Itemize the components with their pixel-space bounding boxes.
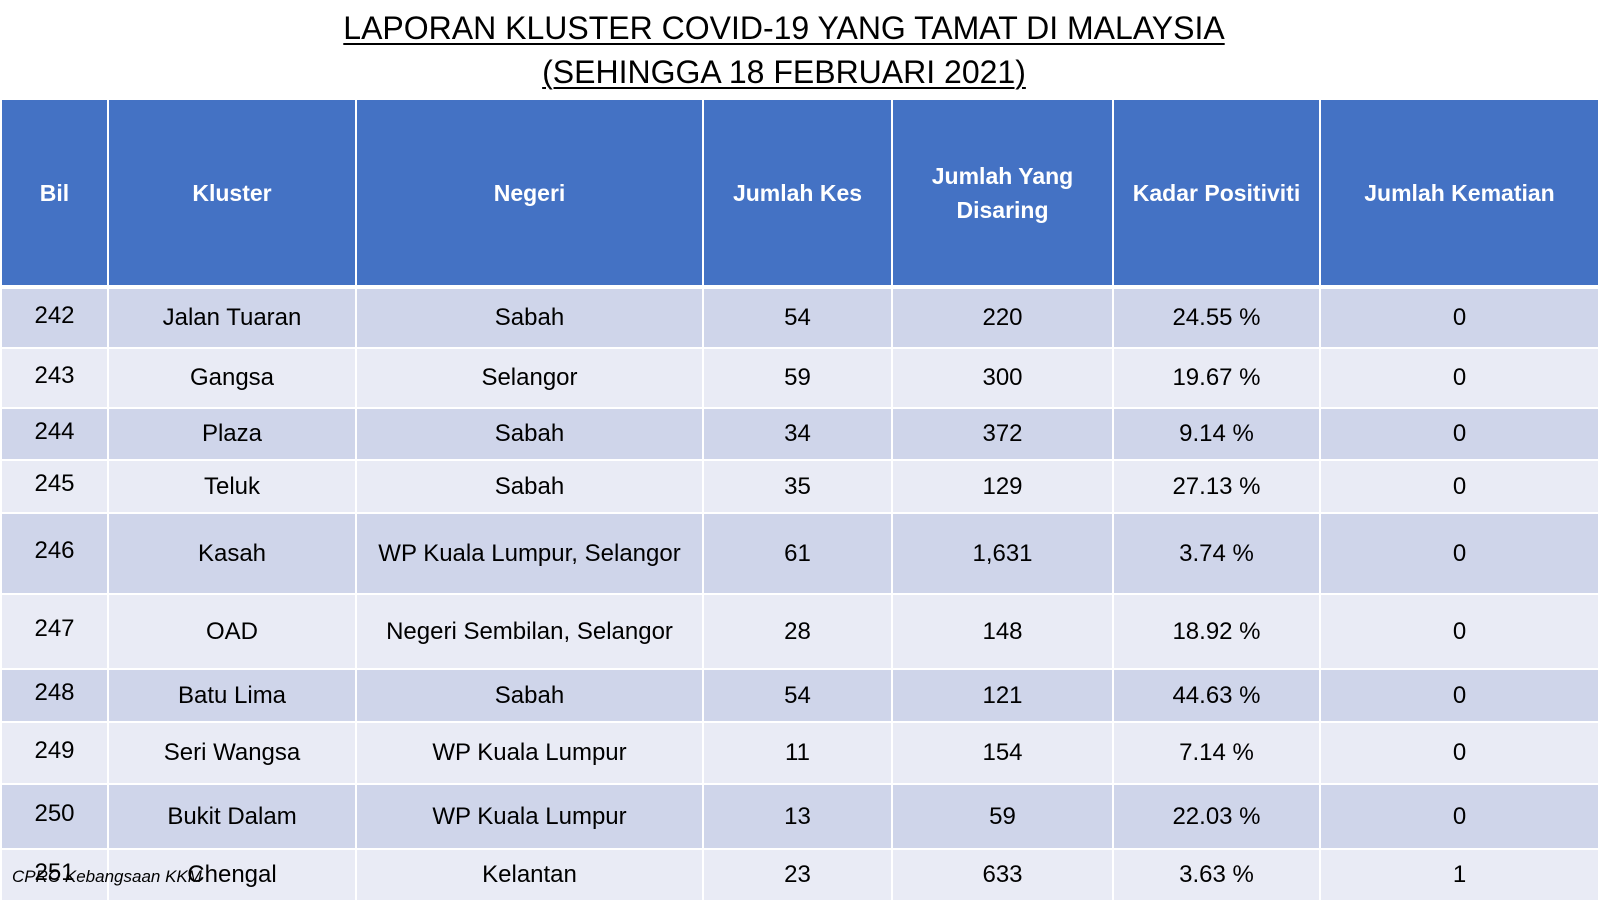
table-row: 250 Bukit Dalam WP Kuala Lumpur 13 59 22.03 %…	[2, 785, 1598, 848]
title-line-2: (SEHINGGA 18 FEBRUARI 2021)	[542, 54, 1026, 90]
cell-kluster: OAD	[109, 595, 355, 668]
cell-negeri: Sabah	[357, 289, 702, 347]
cell-jumlah-kes: 34	[704, 409, 891, 459]
cell-kadar-positiviti: 22.03 %	[1114, 785, 1319, 848]
cell-jumlah-kes: 11	[704, 723, 891, 783]
table-row: 244 Plaza Sabah 34 372 9.14 % 0	[2, 409, 1598, 459]
cell-jumlah-disaring: 154	[893, 723, 1112, 783]
cell-jumlah-kematian: 0	[1321, 670, 1598, 721]
cell-jumlah-kes: 54	[704, 670, 891, 721]
cell-bil: 243	[2, 349, 107, 407]
cell-negeri: Sabah	[357, 461, 702, 512]
cluster-table: Bil Kluster Negeri Jumlah Kes Jumlah Yan…	[0, 98, 1600, 902]
title-line-1: LAPORAN KLUSTER COVID-19 YANG TAMAT DI M…	[343, 10, 1225, 46]
cell-kluster: Batu Lima	[109, 670, 355, 721]
cell-negeri: Kelantan	[357, 850, 702, 900]
cell-kadar-positiviti: 18.92 %	[1114, 595, 1319, 668]
cell-jumlah-disaring: 300	[893, 349, 1112, 407]
cell-bil: 248	[2, 670, 107, 721]
cell-negeri: Sabah	[357, 670, 702, 721]
cell-kluster: Seri Wangsa	[109, 723, 355, 783]
cell-jumlah-kes: 23	[704, 850, 891, 900]
cell-bil: 249	[2, 723, 107, 783]
cell-bil: 245	[2, 461, 107, 512]
cell-jumlah-kematian: 0	[1321, 595, 1598, 668]
cell-kadar-positiviti: 19.67 %	[1114, 349, 1319, 407]
table-row: 245 Teluk Sabah 35 129 27.13 % 0	[2, 461, 1598, 512]
cell-kluster: Gangsa	[109, 349, 355, 407]
cell-kluster: Kasah	[109, 514, 355, 593]
cell-jumlah-disaring: 121	[893, 670, 1112, 721]
table-row: 247 OAD Negeri Sembilan, Selangor 28 148 18.9…	[2, 595, 1598, 668]
cell-bil: 247	[2, 595, 107, 668]
cell-kadar-positiviti: 27.13 %	[1114, 461, 1319, 512]
cell-negeri: WP Kuala Lumpur	[357, 723, 702, 783]
cell-jumlah-disaring: 129	[893, 461, 1112, 512]
cell-jumlah-kes: 54	[704, 289, 891, 347]
cell-jumlah-kematian: 0	[1321, 289, 1598, 347]
table-row: 249 Seri Wangsa WP Kuala Lumpur 11 154 7.14 %…	[2, 723, 1598, 783]
table-body: 242 Jalan Tuaran Sabah 54 220 24.55 % 0 243 Gang…	[2, 289, 1598, 900]
cell-bil: 242	[2, 289, 107, 347]
cell-jumlah-kematian: 0	[1321, 461, 1598, 512]
cell-bil: 250	[2, 785, 107, 848]
cell-jumlah-kematian: 0	[1321, 723, 1598, 783]
table-header-row: Bil Kluster Negeri Jumlah Kes Jumlah Yan…	[2, 100, 1598, 287]
cell-jumlah-kematian: 0	[1321, 409, 1598, 459]
cell-jumlah-kes: 13	[704, 785, 891, 848]
cell-jumlah-kematian: 0	[1321, 785, 1598, 848]
cell-kluster: Teluk	[109, 461, 355, 512]
table-row: 251 Chengal Kelantan 23 633 3.63 % 1	[2, 850, 1598, 900]
cell-jumlah-disaring: 1,631	[893, 514, 1112, 593]
cell-jumlah-disaring: 59	[893, 785, 1112, 848]
cell-kluster: Plaza	[109, 409, 355, 459]
cell-jumlah-kematian: 0	[1321, 514, 1598, 593]
column-header-negeri: Negeri	[357, 100, 702, 287]
cell-kluster: Chengal	[109, 850, 355, 900]
cell-negeri: Sabah	[357, 409, 702, 459]
column-header-kluster: Kluster	[109, 100, 355, 287]
cell-negeri: WP Kuala Lumpur	[357, 785, 702, 848]
cell-jumlah-kes: 61	[704, 514, 891, 593]
cell-negeri: Negeri Sembilan, Selangor	[357, 595, 702, 668]
column-header-jumlah-kematian: Jumlah Kematian	[1321, 100, 1598, 287]
cell-negeri: WP Kuala Lumpur, Selangor	[357, 514, 702, 593]
cell-jumlah-kes: 59	[704, 349, 891, 407]
column-header-jumlah-kes: Jumlah Kes	[704, 100, 891, 287]
cell-kluster: Bukit Dalam	[109, 785, 355, 848]
cell-jumlah-disaring: 148	[893, 595, 1112, 668]
cell-bil: 251	[2, 850, 107, 900]
cell-jumlah-disaring: 220	[893, 289, 1112, 347]
cell-jumlah-kematian: 0	[1321, 349, 1598, 407]
cell-jumlah-kes: 28	[704, 595, 891, 668]
column-header-kadar-positiviti: Kadar Positiviti	[1114, 100, 1319, 287]
cell-jumlah-kes: 35	[704, 461, 891, 512]
cell-negeri: Selangor	[357, 349, 702, 407]
cell-jumlah-disaring: 633	[893, 850, 1112, 900]
report-title: LAPORAN KLUSTER COVID-19 YANG TAMAT DI M…	[0, 6, 1568, 94]
cell-kadar-positiviti: 7.14 %	[1114, 723, 1319, 783]
column-header-jumlah-disaring: Jumlah Yang Disaring	[893, 100, 1112, 287]
cell-kadar-positiviti: 24.55 %	[1114, 289, 1319, 347]
cell-kadar-positiviti: 9.14 %	[1114, 409, 1319, 459]
cell-bil: 244	[2, 409, 107, 459]
cell-jumlah-kematian: 1	[1321, 850, 1598, 900]
table-row: 243 Gangsa Selangor 59 300 19.67 % 0	[2, 349, 1598, 407]
column-header-bil: Bil	[2, 100, 107, 287]
cell-kluster: Jalan Tuaran	[109, 289, 355, 347]
cell-jumlah-disaring: 372	[893, 409, 1112, 459]
table-row: 242 Jalan Tuaran Sabah 54 220 24.55 % 0	[2, 289, 1598, 347]
cell-kadar-positiviti: 3.63 %	[1114, 850, 1319, 900]
source-note: CPRC Kebangsaan KKM	[12, 867, 202, 886]
cell-kadar-positiviti: 3.74 %	[1114, 514, 1319, 593]
cell-kadar-positiviti: 44.63 %	[1114, 670, 1319, 721]
cell-bil: 246	[2, 514, 107, 593]
table-row: 248 Batu Lima Sabah 54 121 44.63 % 0	[2, 670, 1598, 721]
table-row: 246 Kasah WP Kuala Lumpur, Selangor 61 1,631…	[2, 514, 1598, 593]
